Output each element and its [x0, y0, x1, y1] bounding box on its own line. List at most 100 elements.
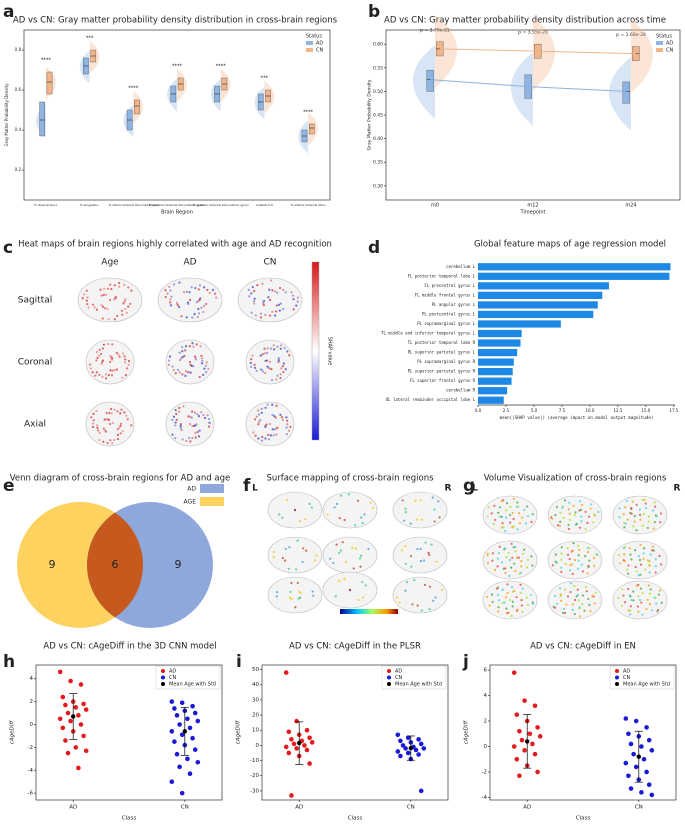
brain-spot: [201, 357, 204, 360]
brain-spot: [171, 418, 174, 422]
point: [649, 748, 655, 753]
point: [633, 718, 639, 724]
column-label: Age: [101, 258, 119, 268]
brain-spot: [518, 522, 522, 525]
y-tick-label: 0.6: [15, 87, 22, 92]
brain-spot: [259, 316, 262, 319]
violin: [631, 19, 654, 93]
brain-spot: [192, 365, 195, 368]
brain-spot: [294, 606, 297, 609]
brain-spot: [568, 569, 572, 572]
venn-count: 9: [175, 558, 182, 571]
x-tick-label: CN: [181, 805, 189, 811]
point: [309, 740, 315, 745]
brain-spot: [648, 563, 651, 566]
brain-spot: [503, 529, 507, 533]
brain-spot: [564, 588, 567, 591]
point: [73, 705, 79, 710]
brain-spot: [104, 430, 108, 433]
brain-spot: [311, 590, 314, 593]
brain-spot: [561, 611, 565, 614]
brain-spot: [111, 343, 114, 346]
brain-spot: [189, 415, 192, 418]
brain-spot: [285, 498, 289, 501]
point: [628, 786, 634, 791]
brain-spot: [630, 512, 633, 515]
brain-spot: [172, 368, 175, 372]
brain-spot: [432, 599, 435, 602]
brain-spot: [271, 310, 274, 313]
brain-spot: [560, 558, 563, 561]
brain-spot: [179, 427, 182, 430]
brain-spot: [91, 422, 95, 425]
y-tick-label: 0.30: [373, 183, 383, 189]
brain-spot: [296, 539, 299, 542]
legend-marker: [161, 669, 165, 673]
point: [294, 718, 299, 724]
brain-spot: [630, 507, 633, 511]
brain-spot: [586, 550, 590, 554]
brain-spot: [205, 371, 208, 374]
brain-spot: [250, 292, 253, 295]
brain-spot: [487, 506, 490, 509]
brain-spot: [276, 345, 279, 348]
brain-spot: [334, 595, 337, 598]
y-tick-label: cerebellum L: [446, 264, 475, 269]
box: [308, 123, 315, 135]
brain-spot: [118, 281, 121, 285]
brain-spot: [270, 378, 274, 382]
brain-spot: [428, 585, 431, 588]
brain-spot: [357, 598, 360, 602]
y-tick-label: -30: [250, 788, 259, 794]
brain-spot: [530, 555, 533, 558]
side-label: R: [445, 484, 452, 494]
brain-spot: [588, 547, 591, 550]
brain-spot: [109, 283, 112, 286]
brain-spot: [580, 515, 583, 518]
brain-spot: [184, 369, 188, 373]
brain-spot: [174, 409, 177, 412]
brain-spot: [576, 588, 579, 591]
brain-spot: [516, 608, 519, 611]
legend-title: Status: [656, 34, 672, 40]
brain-spot: [571, 603, 574, 606]
brain-spot: [505, 516, 508, 519]
point: [517, 728, 522, 734]
y-tick-label: 2: [484, 719, 488, 725]
brain-spot: [171, 365, 174, 368]
brain-spot: [655, 602, 658, 605]
brain-spot: [580, 520, 583, 523]
legend-marker: [387, 669, 391, 673]
brain-spot: [176, 368, 180, 372]
x-tick-label: AD: [523, 805, 531, 811]
brain-spot: [113, 408, 116, 411]
brain-spot: [95, 409, 98, 413]
brain-spot: [271, 413, 274, 417]
brain-spot: [280, 344, 283, 347]
brain-spot: [104, 293, 108, 296]
brain-spot: [501, 522, 504, 525]
brain-spot: [629, 609, 632, 612]
brain-spot: [510, 586, 514, 589]
brain-spot: [178, 358, 182, 362]
brain-spot: [559, 594, 562, 597]
brain-spot: [86, 296, 89, 299]
brain-spot: [108, 298, 112, 302]
brain-spot: [520, 559, 523, 563]
brain-spot: [279, 376, 282, 380]
brain-spot: [519, 591, 522, 594]
brain-spot: [257, 409, 260, 412]
brain-spot: [658, 554, 661, 558]
brain-spot: [275, 595, 278, 598]
brain-spot: [514, 545, 517, 549]
brain-spot: [578, 509, 581, 512]
brain-spot: [341, 541, 344, 544]
brain-spot: [437, 500, 440, 503]
brain-spot: [127, 305, 130, 308]
brain-spot: [411, 603, 414, 606]
brain-spot: [295, 304, 298, 307]
brain-spot: [123, 300, 126, 303]
plot-frame: [261, 664, 449, 801]
brain-spot: [202, 305, 206, 308]
brain-spot: [660, 601, 663, 604]
